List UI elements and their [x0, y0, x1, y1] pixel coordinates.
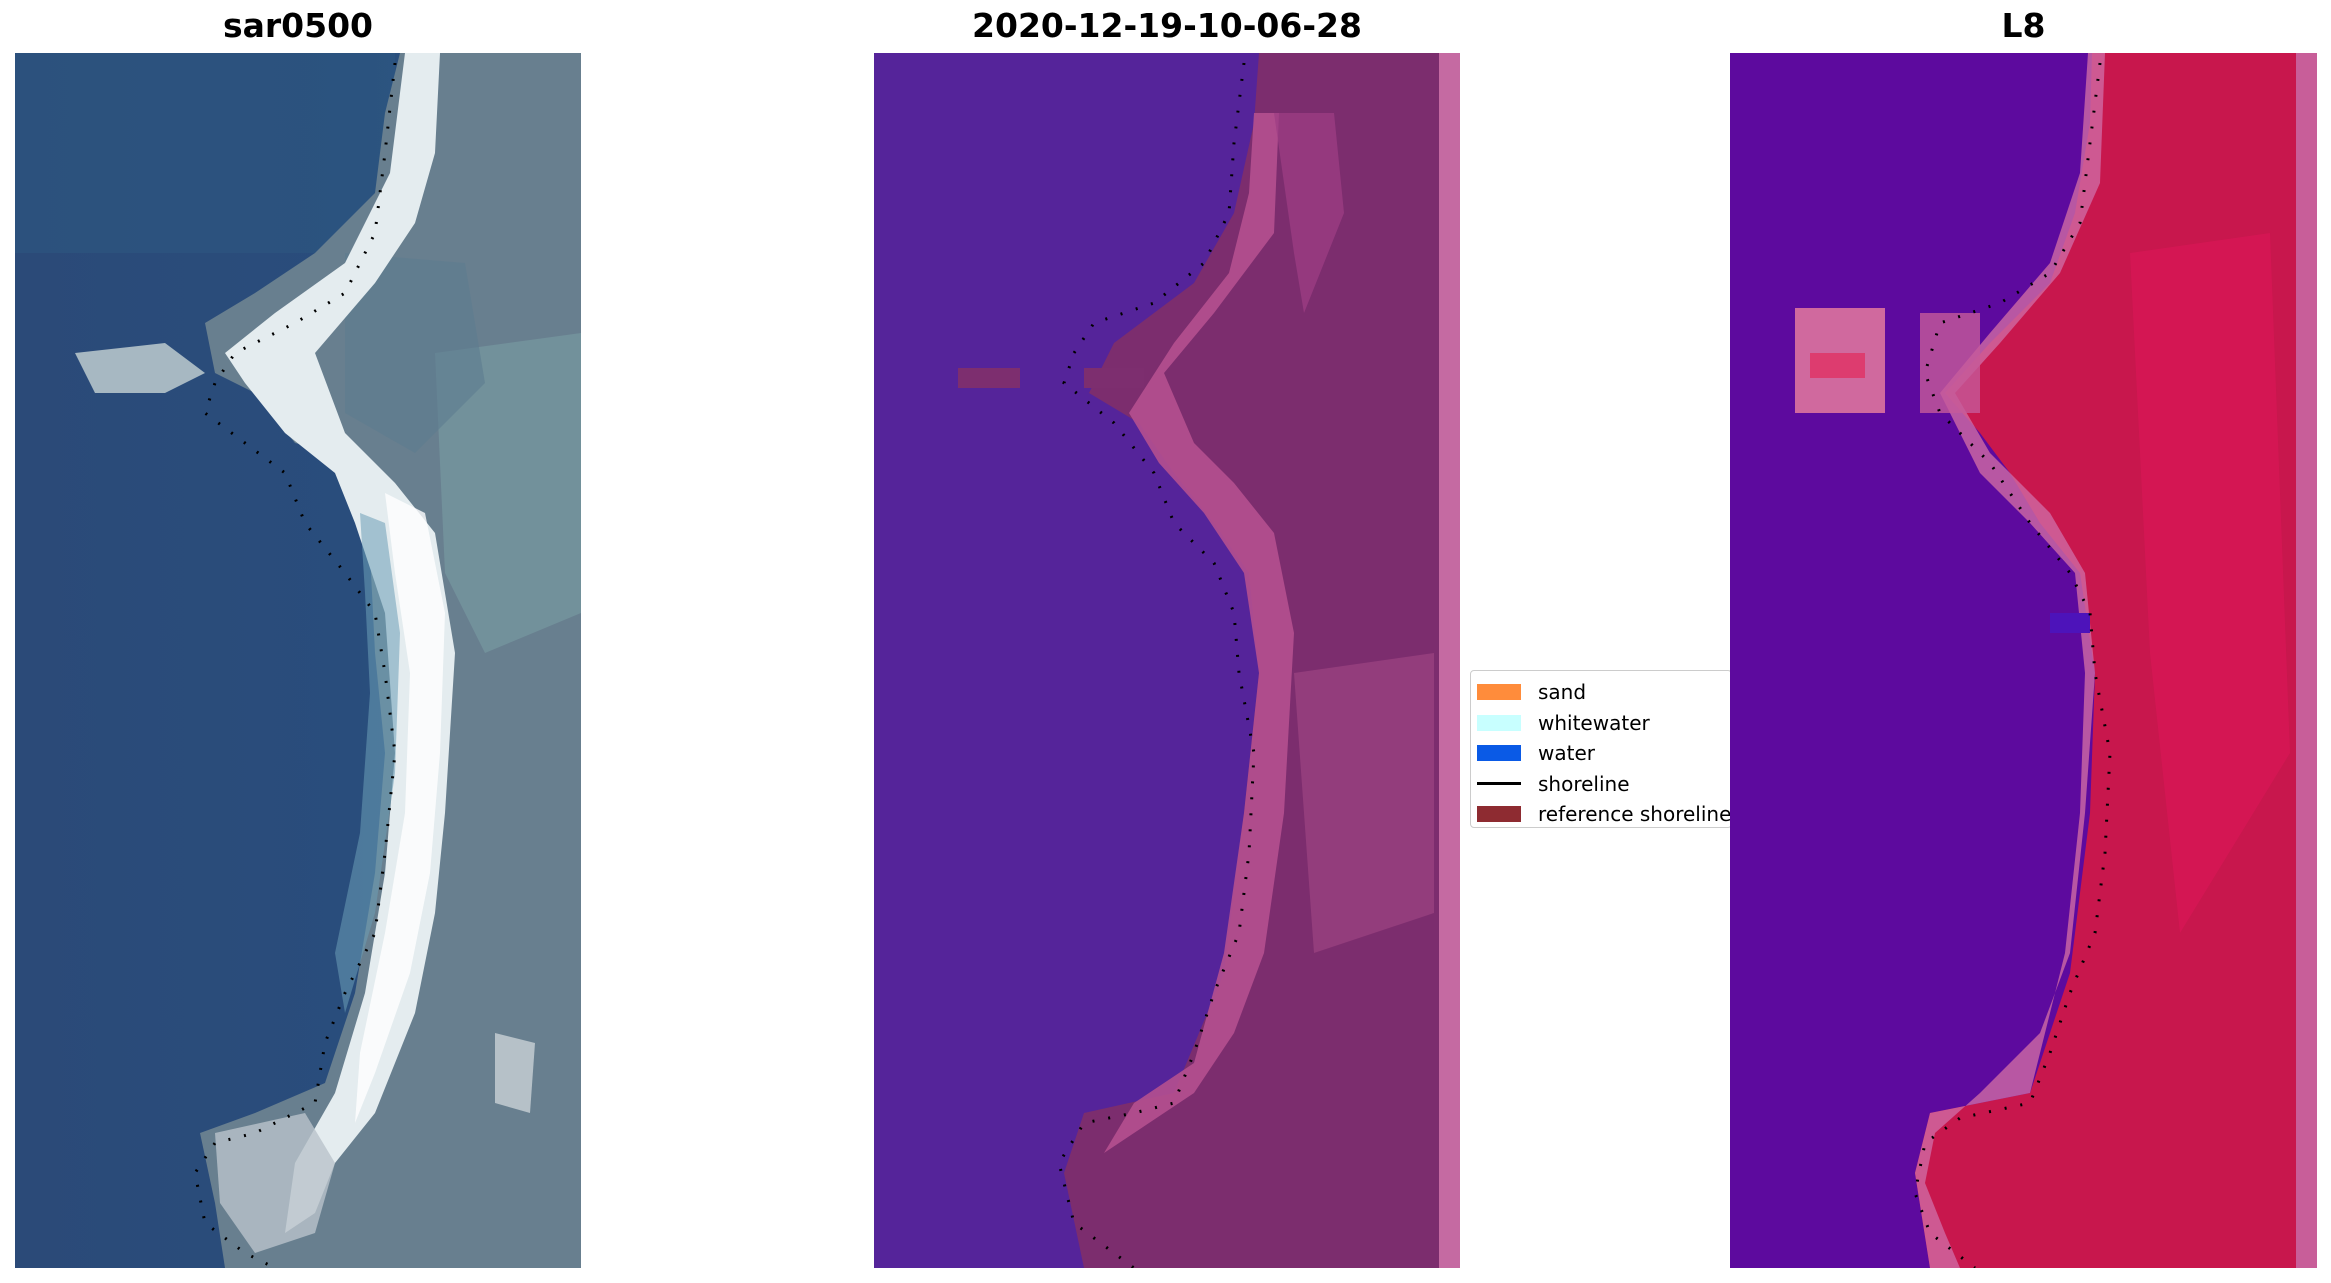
- legend-item-shoreline: shoreline: [1477, 769, 1731, 800]
- classified-edge-strip: [1439, 53, 1460, 1268]
- panel-title-date: 2020-12-19-10-06-28: [972, 6, 1362, 45]
- islet: [75, 343, 205, 393]
- legend-swatch-whitewater: [1477, 714, 1521, 731]
- legend-swatch-reference-shoreline: [1477, 806, 1521, 823]
- legend-item-sand: sand: [1477, 677, 1731, 708]
- legend-item-whitewater: whitewater: [1477, 708, 1731, 739]
- rgb-image-panel: [15, 53, 581, 1268]
- index-image-panel: [1730, 53, 2317, 1268]
- rgb-image: [15, 53, 581, 1268]
- legend-item-water: water: [1477, 738, 1731, 769]
- index-image: [1730, 53, 2317, 1268]
- panel-title-l8: L8: [2001, 6, 2046, 45]
- classified-image: [874, 53, 1460, 1268]
- classified-image-panel: [874, 53, 1460, 1268]
- panel-title-rgb: sar0500: [222, 6, 374, 45]
- classified-beach-band: [1104, 113, 1294, 1153]
- legend-line-shoreline: [1477, 782, 1521, 786]
- legend-item-reference-shoreline: reference shoreline: [1477, 799, 1731, 827]
- legend-swatch-water: [1477, 745, 1521, 762]
- index-edge-strip: [2296, 53, 2317, 1268]
- offshore-patch: [958, 368, 1020, 388]
- legend: sand whitewater water shoreline referenc…: [1470, 670, 1732, 828]
- legend-swatch-sand: [1477, 684, 1521, 701]
